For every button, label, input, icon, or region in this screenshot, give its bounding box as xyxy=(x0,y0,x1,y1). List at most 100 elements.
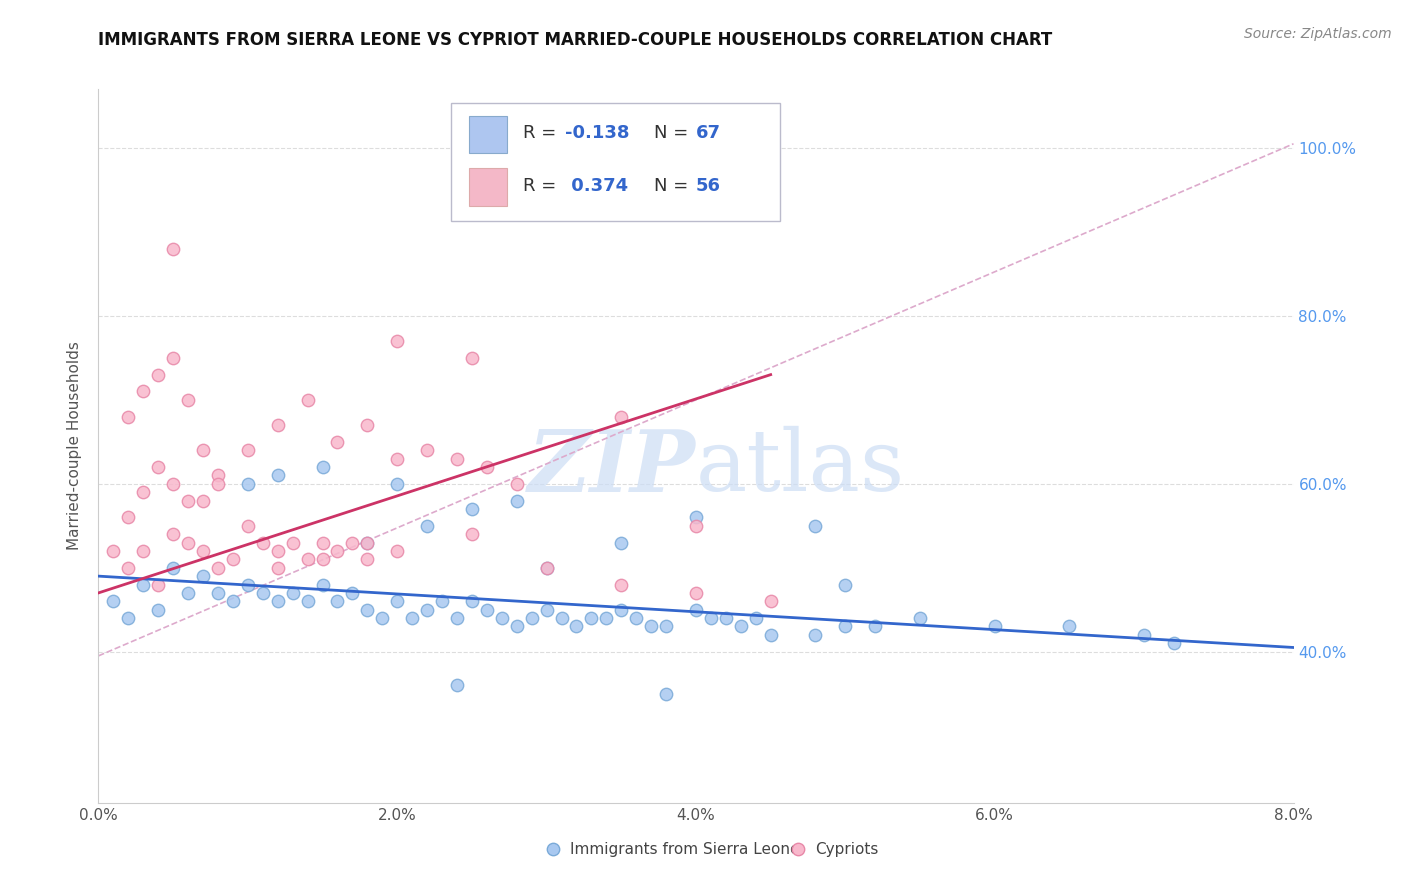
Point xyxy=(267,468,290,483)
Point xyxy=(610,577,633,591)
Point xyxy=(177,586,200,600)
Point xyxy=(191,569,214,583)
Point xyxy=(191,443,214,458)
Point xyxy=(117,611,139,625)
Text: N =: N = xyxy=(654,177,695,194)
Point xyxy=(385,476,409,491)
Point xyxy=(342,535,364,549)
Point xyxy=(162,351,184,365)
Point xyxy=(236,577,259,591)
Point xyxy=(416,518,439,533)
Point xyxy=(430,594,453,608)
Point xyxy=(1133,628,1156,642)
Point xyxy=(834,577,856,591)
Point xyxy=(385,334,409,348)
Point xyxy=(281,586,304,600)
Text: -0.138: -0.138 xyxy=(565,124,628,142)
Point xyxy=(536,560,558,574)
Point xyxy=(326,594,349,608)
Point xyxy=(103,594,125,608)
Point xyxy=(252,586,274,600)
Point xyxy=(148,577,170,591)
FancyBboxPatch shape xyxy=(470,169,508,205)
Point xyxy=(236,476,259,491)
Point xyxy=(162,476,184,491)
FancyBboxPatch shape xyxy=(470,116,508,153)
Point xyxy=(342,586,364,600)
Point xyxy=(191,544,214,558)
Text: atlas: atlas xyxy=(696,425,905,509)
Point xyxy=(222,552,245,566)
Point xyxy=(356,535,378,549)
Text: 56: 56 xyxy=(696,177,721,194)
Point xyxy=(207,468,229,483)
Point xyxy=(610,535,633,549)
Point xyxy=(162,527,184,541)
Point xyxy=(385,594,409,608)
Point xyxy=(207,560,229,574)
Point xyxy=(162,242,184,256)
Point xyxy=(236,518,259,533)
Point xyxy=(908,611,931,625)
Point xyxy=(581,611,603,625)
Point xyxy=(863,619,886,633)
Point xyxy=(461,351,484,365)
Point xyxy=(685,603,707,617)
Point xyxy=(520,611,543,625)
Point xyxy=(267,417,290,432)
Point xyxy=(297,594,319,608)
Point xyxy=(103,544,125,558)
Point xyxy=(834,619,856,633)
Point xyxy=(655,619,678,633)
Point xyxy=(311,535,333,549)
Point xyxy=(595,611,617,625)
Point xyxy=(506,493,529,508)
Point xyxy=(356,603,378,617)
Point xyxy=(550,611,572,625)
Point xyxy=(759,594,782,608)
Text: IMMIGRANTS FROM SIERRA LEONE VS CYPRIOT MARRIED-COUPLE HOUSEHOLDS CORRELATION CH: IMMIGRANTS FROM SIERRA LEONE VS CYPRIOT … xyxy=(98,31,1053,49)
Point xyxy=(446,611,468,625)
Point xyxy=(177,493,200,508)
Text: 0.374: 0.374 xyxy=(565,177,627,194)
Point xyxy=(385,544,409,558)
Point xyxy=(356,417,378,432)
Point xyxy=(416,443,439,458)
Point xyxy=(1059,619,1081,633)
Point xyxy=(446,451,468,466)
Point xyxy=(655,687,678,701)
Point xyxy=(565,619,588,633)
Text: ZIP: ZIP xyxy=(529,425,696,509)
Text: Source: ZipAtlas.com: Source: ZipAtlas.com xyxy=(1244,27,1392,41)
Point xyxy=(117,409,139,424)
Point xyxy=(385,451,409,466)
Point xyxy=(326,434,349,449)
Point xyxy=(222,594,245,608)
Point xyxy=(610,409,633,424)
Point xyxy=(461,527,484,541)
Point xyxy=(759,628,782,642)
Point xyxy=(1163,636,1185,650)
Point xyxy=(132,544,155,558)
Point xyxy=(536,603,558,617)
Point xyxy=(177,392,200,407)
Point xyxy=(267,560,290,574)
Text: 67: 67 xyxy=(696,124,721,142)
Point xyxy=(177,535,200,549)
Point xyxy=(148,368,170,382)
Point xyxy=(132,577,155,591)
Point xyxy=(506,476,529,491)
Point xyxy=(311,577,333,591)
Point xyxy=(236,443,259,458)
Point xyxy=(371,611,394,625)
Point xyxy=(148,460,170,475)
Point xyxy=(491,611,513,625)
Point xyxy=(191,493,214,508)
Point xyxy=(207,586,229,600)
Point xyxy=(446,678,468,692)
Text: Immigrants from Sierra Leone: Immigrants from Sierra Leone xyxy=(571,842,800,856)
Point xyxy=(117,560,139,574)
Point xyxy=(311,460,333,475)
Point xyxy=(132,485,155,500)
Point xyxy=(356,552,378,566)
